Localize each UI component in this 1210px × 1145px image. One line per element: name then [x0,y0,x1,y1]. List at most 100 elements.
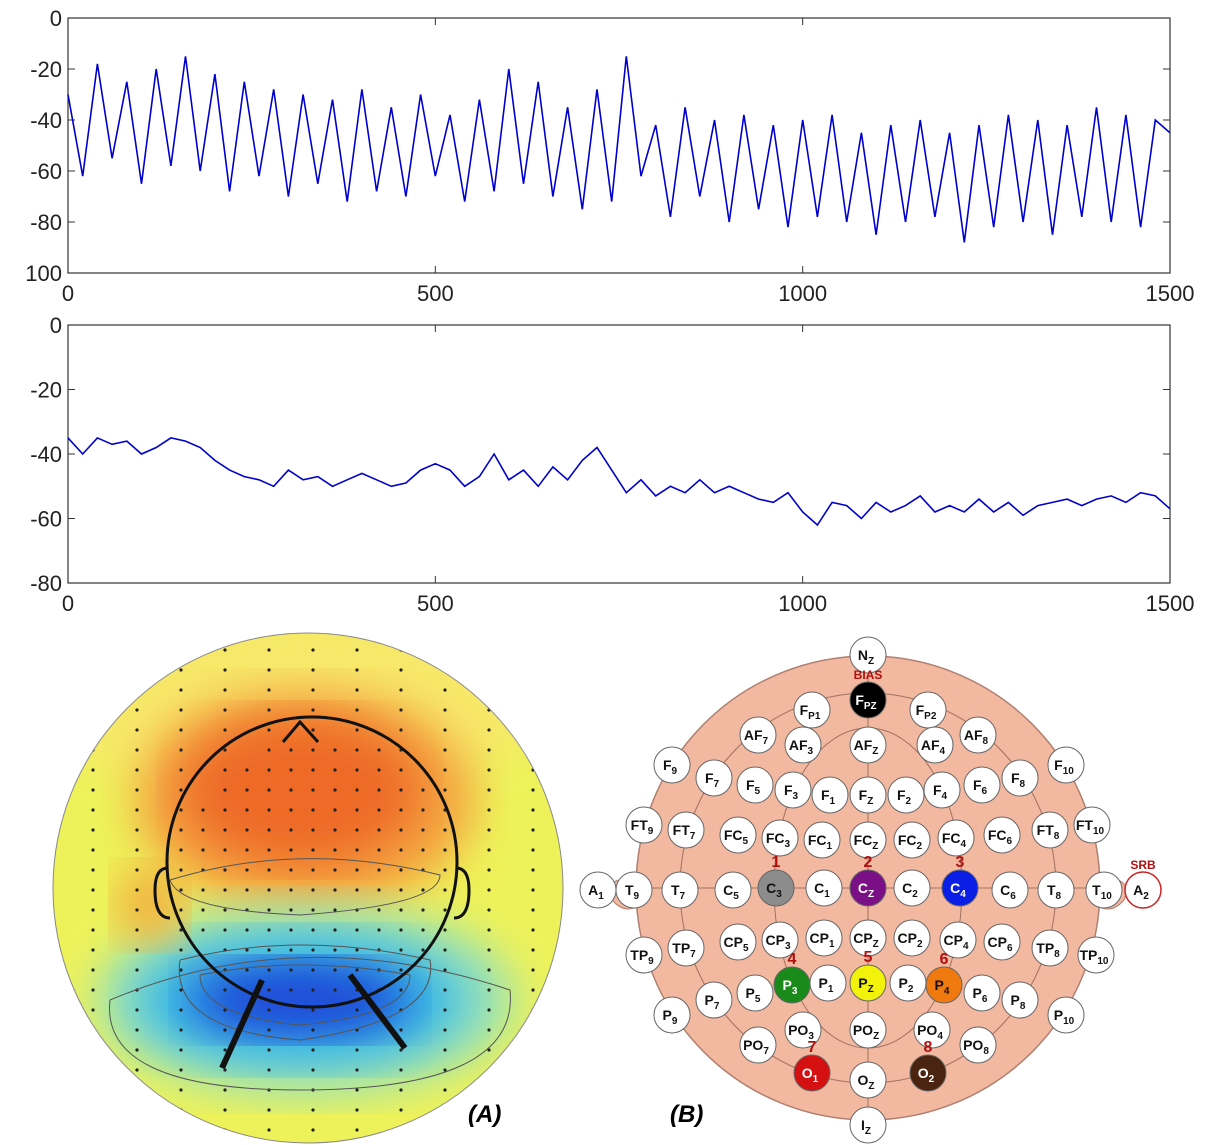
electrode: F2 [887,776,925,814]
sensor-dot [333,888,337,892]
sensor-dot [311,1128,315,1132]
sensor-dot [443,1088,447,1092]
electrode-subscript: 1 [828,984,834,995]
electrode-name: TP [672,940,690,956]
sensor-dot [245,788,249,792]
electrode-subscript: 4 [937,1031,943,1042]
sensor-dot [377,848,381,852]
electrode: C6 [991,871,1029,909]
electrode: TP9 [625,936,663,974]
electrode-dot [1073,806,1111,844]
electrode-name: F [916,702,925,718]
sensor-dot [267,748,271,752]
sensor-dot [377,788,381,792]
electrode-dot [761,819,799,857]
electrode-tag: 6 [940,951,949,968]
electrode: P3 4 [773,951,811,1004]
sensor-dot [355,868,359,872]
sensor-dot [399,768,403,772]
electrode-dot [805,869,843,907]
electrode-dot [925,966,963,1004]
sensor-dot [135,1008,139,1012]
sensor-dot [91,968,95,972]
sensor-dot [399,868,403,872]
sensor-dot [531,1088,535,1092]
plot-frame [67,324,1171,584]
electrode-label: POZ [853,1022,879,1042]
sensor-dot [91,948,95,952]
electrode: FPZ BIAS [849,668,887,719]
sensor-dot [91,908,95,912]
electrode: CPZ [849,919,887,957]
electrode: FP2 [909,691,947,729]
sensor-dot [289,768,293,772]
electrode: T10 [1085,871,1123,909]
electrode-label: F3 [784,782,799,802]
electrode-dot [625,936,663,974]
electrode-name: F [1011,770,1020,786]
sensor-dot [135,768,139,772]
electrode: FT8 [1031,811,1069,849]
sensor-dot [135,948,139,952]
sensor-dot [487,768,491,772]
sensor-dot [399,808,403,812]
electrode-label: P2 [899,975,914,995]
electrode-name: P [1011,992,1020,1008]
electrode: O1 7 [793,1039,831,1092]
sensor-dot [443,828,447,832]
sensor-dot [399,908,403,912]
sensor-dot [179,988,183,992]
electrode-label: A2 [1133,882,1149,902]
sensor-dot [91,1048,95,1052]
electrode-label: C4 [950,880,966,900]
electrode-dot [849,1061,887,1099]
sensor-dot [311,988,315,992]
sensor-dot [267,988,271,992]
sensor-dot [135,808,139,812]
sensor-dot [267,708,271,712]
sensor-dot [311,748,315,752]
electrode-dot [849,636,887,674]
sensor-dot [443,708,447,712]
sensor-dot [487,868,491,872]
electrode-dot [1031,811,1069,849]
electrode-label: P7 [705,992,720,1012]
electrode-subscript: 9 [634,891,640,902]
sensor-dot [201,928,205,932]
sensor-dot [399,1028,403,1032]
electrode-label: FP2 [916,702,937,722]
electrode-subscript: 5 [733,891,739,902]
sensor-dot [91,888,95,892]
electrode-subscript: 10 [1063,1016,1075,1027]
electrode-name: P [819,975,828,991]
electrode-name: A [588,882,598,898]
electrode-subscript: Z [867,796,873,807]
sensor-dot [355,1048,359,1052]
sensor-dot [179,648,183,652]
electrode-subscript: 5 [743,836,749,847]
sensor-dot [201,808,205,812]
electrode-subscript: Z [868,984,874,995]
electrode: P2 [889,964,927,1002]
sensor-dot [289,788,293,792]
electrode-name: TP [630,947,648,963]
sensor-dot [179,888,183,892]
electrode-subscript: 7 [680,891,686,902]
sensor-dot [311,888,315,892]
sensor-dot [311,728,315,732]
electrode-name: PO [963,1037,983,1053]
sensor-dot [531,748,535,752]
sensor-dot [531,948,535,952]
electrode-label: FPZ [855,692,876,712]
sensor-dot [135,1128,139,1132]
electrode-dot [893,919,931,957]
x-tick-label: 0 [62,591,74,616]
electrode-dot [923,771,961,809]
electrode: F1 [811,776,849,814]
sensor-dot [289,888,293,892]
sensor-dot [443,688,447,692]
sensor-dot [487,948,491,952]
electrode-stick [347,973,408,1050]
sensor-dot [179,828,183,832]
sensor-dot [399,988,403,992]
